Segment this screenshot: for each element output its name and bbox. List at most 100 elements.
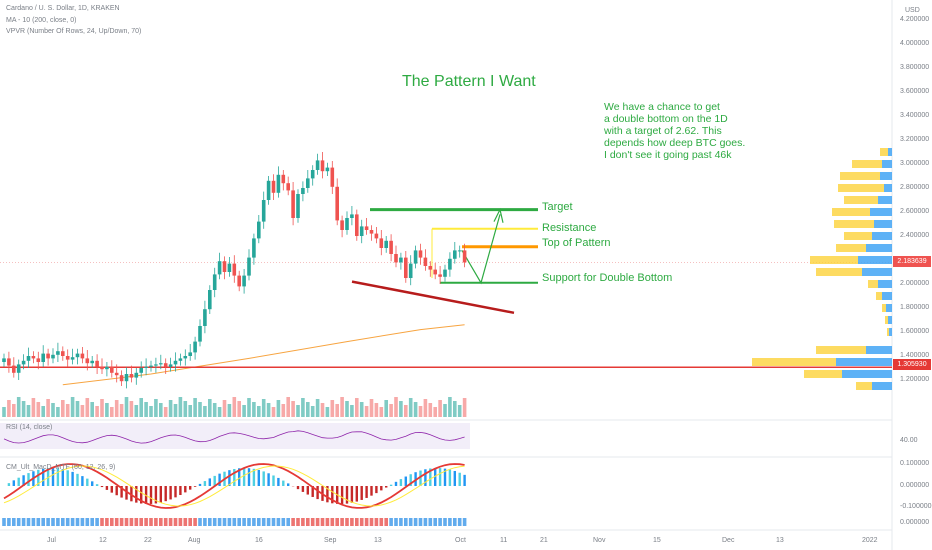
candle-body (100, 366, 104, 370)
macd-strip-bar (443, 518, 447, 526)
macd-strip-bar (286, 518, 290, 526)
macd-signal-line (3, 465, 465, 507)
support-label: Support for Double Bottom (542, 272, 673, 284)
macd-strip-bar (242, 518, 246, 526)
macd-hist-bar (125, 486, 128, 500)
volume-bar (100, 399, 104, 417)
macd-hist-bar (252, 468, 256, 486)
macd-hist-bar (110, 486, 113, 493)
macd-hist-bar (76, 473, 79, 486)
candle-body (330, 167, 335, 187)
vpvr-up-bar (884, 184, 892, 192)
macd-strip-bar (188, 518, 192, 526)
volume-bar (217, 407, 222, 417)
volume-bar (261, 399, 266, 417)
macd-hist-bar (27, 473, 30, 486)
macd-strip-bar (114, 518, 119, 526)
macd-strip-bar (183, 518, 188, 526)
macd-hist-bar (272, 475, 275, 486)
volume-bar (95, 406, 99, 417)
candle-body (110, 366, 114, 373)
macd-strip-bar (281, 518, 286, 526)
macd-strip-bar (384, 518, 388, 526)
macd-hist-bar (233, 468, 236, 486)
vpvr-down-bar (856, 382, 872, 390)
volume-bar (144, 402, 148, 417)
candle-body (105, 366, 109, 370)
volume-bar (80, 405, 85, 417)
x-tick-label: 13 (374, 537, 382, 544)
macd-tick: 0.000000 (900, 519, 930, 526)
volume-bar (134, 405, 139, 417)
vpvr-up-bar (874, 220, 892, 228)
candle-body (291, 190, 295, 218)
macd-strip-bar (457, 518, 462, 526)
macd-hist-bar (154, 486, 158, 504)
macd-strip-bar (423, 518, 428, 526)
macd-strip-bar (90, 518, 94, 526)
vpvr-down-bar (836, 244, 866, 252)
macd-strip-bar (2, 518, 6, 526)
annotation-note: We have a chance to get a double bottom … (604, 101, 745, 161)
candle-body (374, 233, 379, 239)
grid-lines (0, 0, 893, 550)
candle-body (75, 353, 80, 358)
macd-strip-bar (168, 518, 173, 526)
macd-hist-bar (399, 479, 403, 486)
macd-tick: 0.100000 (900, 460, 930, 467)
macd-hist-bar (203, 481, 207, 486)
macd-strip-bar (355, 518, 359, 526)
volume-bar (330, 400, 335, 417)
candle-body (12, 365, 16, 373)
volume-bar (369, 399, 374, 417)
macd-strip-bar (139, 518, 143, 526)
macd-hist-bar (404, 476, 407, 486)
candle-body (389, 240, 393, 254)
candle-body (41, 353, 45, 362)
candle-body (90, 360, 94, 364)
candlesticks (2, 152, 467, 389)
volume-bar (212, 403, 217, 417)
symbol-title: Cardano / U. S. Dollar, 1D, KRAKEN (6, 5, 120, 12)
volume-bar (252, 402, 256, 417)
macd-strip-bar (438, 518, 442, 526)
vpvr-up-bar (878, 280, 892, 288)
macd-strip-bar (198, 518, 202, 526)
volume-bar (90, 402, 94, 417)
macd-hist-bar (159, 486, 162, 503)
macd-hist-bar (311, 486, 314, 497)
macd-hist-bar (140, 486, 143, 504)
volume-bar (448, 397, 452, 417)
candle-body (183, 356, 188, 359)
volume-bar (2, 407, 6, 417)
volume-bar (315, 399, 320, 417)
macd-hist-bar (385, 486, 388, 488)
macd-hist-bar (424, 469, 427, 486)
candle-body (16, 364, 21, 373)
candle-body (198, 326, 202, 342)
macd-hist-bar (71, 471, 74, 486)
macd-hist-bar (262, 471, 265, 486)
line-price-badge: 1.305930 (893, 359, 931, 370)
macd-strip-bar (394, 518, 398, 526)
macd-strip-bar (100, 518, 104, 526)
vpvr-down-bar (810, 256, 858, 264)
vpvr-up-bar (866, 346, 892, 354)
candle-body (56, 351, 60, 355)
macd-hist-bar (306, 486, 309, 495)
x-tick-label: 16 (255, 537, 263, 544)
vpvr-down-bar (752, 358, 836, 366)
y-tick-label: 3.200000 (900, 136, 930, 143)
macd-strip-bar (80, 518, 85, 526)
macd-hist-bar (130, 486, 133, 502)
macd-hist-bar (95, 484, 99, 486)
ma-indicator-label: MA - 10 (200, close, 0) (6, 17, 77, 24)
candle-body (335, 186, 339, 221)
macd-strip-bar (134, 518, 139, 526)
note-line: We have a chance to get (604, 101, 720, 113)
macd-strip-bar (227, 518, 232, 526)
macd-strip-bar (163, 518, 168, 526)
candle-body (193, 341, 197, 353)
macd-hist-bar (164, 486, 167, 502)
